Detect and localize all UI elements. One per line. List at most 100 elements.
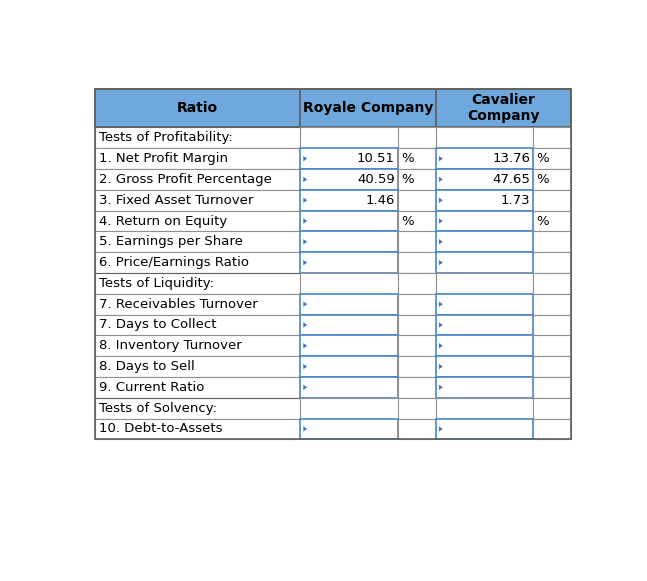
Bar <box>436 418 534 439</box>
Bar <box>534 127 571 148</box>
Text: 5. Earnings per Share: 5. Earnings per Share <box>100 235 243 248</box>
Bar <box>436 252 534 273</box>
Text: 9. Current Ratio: 9. Current Ratio <box>100 381 205 394</box>
Bar <box>398 377 436 398</box>
Bar <box>300 127 436 148</box>
Bar <box>534 418 571 439</box>
Bar <box>300 377 398 398</box>
Bar <box>398 252 436 273</box>
Text: 13.76: 13.76 <box>492 152 531 165</box>
Bar <box>436 148 534 169</box>
Bar <box>436 377 534 398</box>
Bar <box>95 273 300 294</box>
Text: Tests of Profitability:: Tests of Profitability: <box>100 131 233 144</box>
Bar <box>534 377 571 398</box>
Bar <box>95 356 300 377</box>
Bar <box>398 231 436 252</box>
Bar <box>436 211 534 231</box>
Text: 7. Receivables Turnover: 7. Receivables Turnover <box>100 297 258 311</box>
Bar <box>534 314 571 335</box>
Bar <box>436 190 534 211</box>
Bar <box>95 169 300 190</box>
Text: Tests of Liquidity:: Tests of Liquidity: <box>100 277 214 290</box>
Bar <box>436 294 534 314</box>
Bar <box>300 148 398 169</box>
Bar <box>95 127 300 148</box>
Bar <box>534 273 571 294</box>
Bar <box>95 190 300 211</box>
Bar <box>398 356 436 377</box>
Bar <box>436 335 534 356</box>
Polygon shape <box>439 260 443 266</box>
Bar <box>95 335 300 356</box>
Bar <box>300 190 398 211</box>
Bar <box>398 398 436 418</box>
Bar <box>534 335 571 356</box>
Text: %: % <box>536 152 549 165</box>
Bar <box>534 294 571 314</box>
Polygon shape <box>439 343 443 349</box>
Polygon shape <box>303 218 307 224</box>
Bar <box>534 356 571 377</box>
Polygon shape <box>439 426 443 432</box>
Bar <box>534 252 571 273</box>
Text: %: % <box>401 152 413 165</box>
Text: Royale Company: Royale Company <box>303 101 433 115</box>
Text: Tests of Solvency:: Tests of Solvency: <box>100 401 217 415</box>
Polygon shape <box>439 198 443 203</box>
Polygon shape <box>303 302 307 307</box>
Bar <box>95 377 300 398</box>
Polygon shape <box>303 322 307 328</box>
Bar <box>300 89 436 127</box>
Bar <box>95 314 300 335</box>
Polygon shape <box>439 177 443 182</box>
Text: 4. Return on Equity: 4. Return on Equity <box>100 214 228 228</box>
Text: Ratio: Ratio <box>177 101 218 115</box>
Polygon shape <box>439 385 443 390</box>
Polygon shape <box>303 426 307 432</box>
Bar <box>398 190 436 211</box>
Bar <box>398 127 436 148</box>
Bar <box>300 314 398 335</box>
Text: 8. Days to Sell: 8. Days to Sell <box>100 360 195 373</box>
Bar <box>300 231 398 252</box>
Bar <box>436 127 534 148</box>
Bar <box>300 356 398 377</box>
Bar <box>95 252 300 273</box>
Polygon shape <box>303 343 307 349</box>
Text: 3. Fixed Asset Turnover: 3. Fixed Asset Turnover <box>100 193 254 207</box>
Polygon shape <box>439 302 443 307</box>
Polygon shape <box>303 198 307 203</box>
Polygon shape <box>303 177 307 182</box>
Text: 1.46: 1.46 <box>366 193 395 207</box>
Bar <box>534 398 571 418</box>
Bar <box>300 211 398 231</box>
Bar <box>436 356 534 377</box>
Bar <box>534 231 571 252</box>
Text: %: % <box>401 173 413 186</box>
Polygon shape <box>303 364 307 370</box>
Polygon shape <box>439 218 443 224</box>
Bar <box>398 335 436 356</box>
Bar <box>436 89 571 127</box>
Bar <box>398 418 436 439</box>
Bar <box>300 418 398 439</box>
Bar <box>300 294 398 314</box>
Text: 1. Net Profit Margin: 1. Net Profit Margin <box>100 152 228 165</box>
Bar <box>300 335 398 356</box>
Text: %: % <box>401 214 413 228</box>
Text: 10. Debt-to-Assets: 10. Debt-to-Assets <box>100 422 223 435</box>
Bar <box>436 398 534 418</box>
Polygon shape <box>439 156 443 162</box>
Bar <box>95 211 300 231</box>
Text: %: % <box>536 173 549 186</box>
Text: 6. Price/Earnings Ratio: 6. Price/Earnings Ratio <box>100 256 250 269</box>
Bar <box>398 314 436 335</box>
Polygon shape <box>303 239 307 245</box>
Bar <box>534 148 571 169</box>
Bar <box>95 148 300 169</box>
Polygon shape <box>303 156 307 162</box>
Text: 40.59: 40.59 <box>357 173 395 186</box>
Text: %: % <box>536 214 549 228</box>
Text: 7. Days to Collect: 7. Days to Collect <box>100 318 217 332</box>
